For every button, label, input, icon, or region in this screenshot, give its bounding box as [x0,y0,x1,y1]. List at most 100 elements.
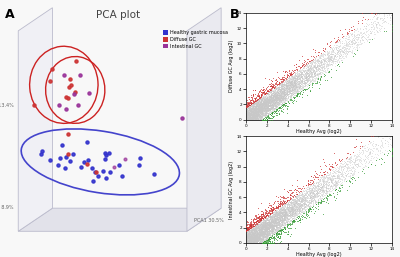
Point [313,66,319,70]
Point [266,233,272,237]
Point [280,212,286,216]
Point [256,117,262,122]
Point [263,224,269,228]
Point [246,239,252,243]
Point [269,84,275,88]
Point [284,207,290,211]
Point [293,207,300,212]
Point [253,106,259,111]
Point [254,234,260,238]
Point [295,211,301,215]
Point [292,76,299,80]
Point [250,241,257,245]
Point [253,117,260,122]
Point [278,94,285,98]
Point [246,110,252,114]
Point [268,105,275,109]
Point [249,113,256,117]
Point [262,214,268,218]
Point [258,105,264,109]
Point [248,236,254,241]
Point [244,241,250,245]
Point [356,38,363,42]
Point [252,239,258,243]
Point [356,35,362,39]
Point [278,97,284,102]
Point [277,217,283,221]
Point [248,107,254,112]
Point [266,226,272,231]
Point [257,96,264,100]
Point [279,202,285,206]
Point [276,96,282,100]
Point [244,241,251,245]
Point [259,106,266,110]
Point [258,115,264,119]
Point [245,100,252,105]
Point [252,233,258,237]
Point [244,117,251,122]
Point [264,107,270,112]
Point [312,201,318,205]
Point [378,143,384,147]
Point [389,134,395,138]
Point [307,200,313,204]
Point [276,83,282,87]
Point [262,107,268,111]
Point [328,58,335,62]
Point [282,78,288,82]
Point [276,105,282,109]
Point [250,111,256,115]
Point [247,117,254,122]
Point [289,216,296,220]
Point [333,43,340,47]
Point [274,90,280,94]
Point [346,39,352,43]
Point [269,216,275,220]
Point [308,204,315,208]
Point [291,203,298,207]
Point [262,107,268,111]
Point [251,110,257,114]
Point [263,212,270,216]
Point [316,64,323,68]
Point [246,238,253,242]
Point [331,169,338,173]
Point [248,233,254,237]
Point [254,110,260,114]
Point [256,115,263,119]
Point [281,216,287,221]
Point [264,237,271,241]
Point [277,94,283,98]
Point [335,174,342,178]
Point [258,225,264,230]
Point [244,114,250,118]
Point [375,134,382,138]
Point [265,90,272,94]
Point [268,104,274,108]
Point [346,159,353,163]
Point [251,117,257,122]
Point [286,81,293,85]
Point [303,204,310,208]
Point [268,225,275,230]
Point [320,51,326,56]
Point [254,100,260,105]
Point [268,101,274,105]
Point [264,225,270,229]
Point [280,83,286,87]
Point [314,199,321,204]
Point [262,225,268,229]
Point [299,78,305,82]
Point [277,203,284,207]
Point [246,223,253,227]
Point [292,72,298,76]
Point [250,110,257,114]
Point [270,215,277,219]
Point [249,231,255,235]
Point [321,174,327,178]
Point [270,93,276,97]
Point [262,108,269,112]
Point [269,103,275,107]
Point [256,233,263,237]
